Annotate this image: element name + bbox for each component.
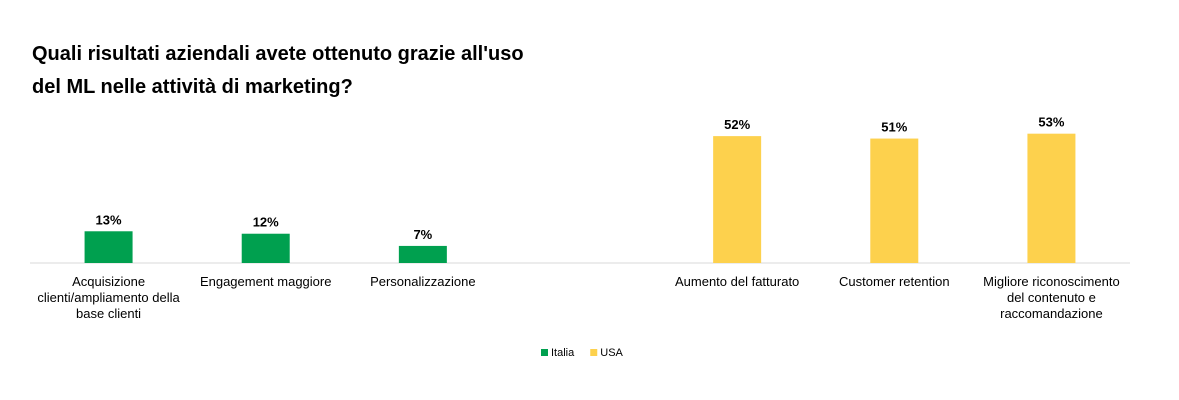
value-label: 52% [724,117,750,132]
x-tick-label: Acquisizione clienti/ampliamento della b… [37,274,180,321]
legend-swatch [590,349,598,356]
legend-label: USA [600,347,623,359]
legend-swatch [541,349,548,356]
value-label: 13% [96,212,122,227]
x-tick-label: Migliore riconoscimento del contenuto e … [983,274,1120,321]
legend-label: Italia [551,347,575,359]
bar [84,231,133,263]
value-label: 7% [413,227,432,242]
x-tick-label: Customer retention [839,274,950,289]
value-label: 12% [253,215,279,230]
bar [713,136,762,263]
x-tick-label: Engagement maggiore [199,274,332,289]
bar [870,138,919,263]
bar [241,233,290,263]
bar [398,245,447,263]
bar [1027,133,1076,263]
value-label: 51% [881,120,907,135]
chart-title: Quali risultati aziendali avete ottenuto… [32,43,524,98]
value-label: 53% [1038,115,1064,130]
x-tick-label: Aumento del fatturato [674,274,800,289]
x-tick-label: Personalizzazione [370,274,476,289]
